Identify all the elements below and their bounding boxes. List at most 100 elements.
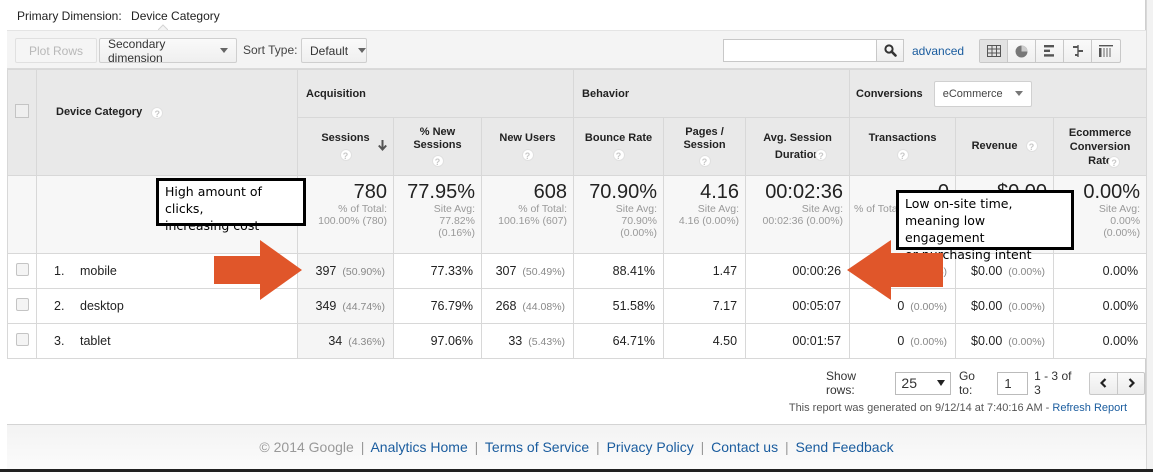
revenue-header-label: Revenue xyxy=(971,140,1018,152)
new-users-cell: 268 (44.08%) xyxy=(480,288,575,324)
separator: | xyxy=(700,439,705,455)
column-header-row: Sessions ? % New Sessions ? New Users ? … xyxy=(8,117,1148,176)
sort-type-value: Default xyxy=(310,43,349,58)
help-icon[interactable]: ? xyxy=(151,106,164,119)
row-checkbox[interactable] xyxy=(15,333,29,346)
page-range: 1 - 3 of 3 xyxy=(1034,369,1072,397)
row-checkbox[interactable] xyxy=(15,298,29,311)
chevron-down-icon xyxy=(220,48,228,53)
terms-of-service-link[interactable]: Terms of Service xyxy=(484,439,590,455)
new-users-header[interactable]: New Users ? xyxy=(480,117,575,176)
conversions-type-dropdown[interactable]: eCommerce xyxy=(933,80,1032,107)
pivot-view-button[interactable] xyxy=(1092,40,1120,62)
avg-session-duration-header[interactable]: Avg. Session Duration ? xyxy=(745,117,851,176)
device-category-header[interactable]: Device Category ? xyxy=(36,69,298,176)
primary-dimension-value[interactable]: Device Category xyxy=(131,9,220,23)
help-icon[interactable]: ? xyxy=(339,148,352,161)
behavior-group-header: Behavior xyxy=(573,69,851,118)
separator: | xyxy=(474,439,479,455)
transactions-value: 0 xyxy=(897,334,905,348)
ecommerce-conversion-rate-header[interactable]: Ecommerce Conversion Rate ? xyxy=(1053,117,1148,176)
table-row: 3. tablet 34 (4.36%) 97.06% 33 (5.43%) 64.7… xyxy=(7,323,1148,359)
refresh-report-link[interactable]: Refresh Report xyxy=(1052,402,1127,414)
privacy-policy-link[interactable]: Privacy Policy xyxy=(606,439,694,455)
sort-type-dropdown[interactable]: Default xyxy=(301,38,367,63)
help-icon[interactable]: ? xyxy=(698,154,711,167)
footer: © 2014 Google | Analytics Home | Terms o… xyxy=(7,424,1146,469)
sessions-pct: (44.74%) xyxy=(342,301,385,313)
sessions-header[interactable]: Sessions ? xyxy=(297,117,394,176)
revenue-header[interactable]: Revenue ? xyxy=(955,117,1055,176)
contact-us-link[interactable]: Contact us xyxy=(711,439,779,455)
pages-per-session-cell: 4.50 xyxy=(663,323,747,359)
totals-sub: (0.16%) xyxy=(438,227,475,239)
pie-view-button[interactable] xyxy=(1008,40,1036,62)
search-input[interactable] xyxy=(723,39,877,62)
secondary-dimension-dropdown[interactable]: Secondary dimension xyxy=(99,37,237,65)
chevron-down-icon xyxy=(1014,91,1023,96)
revenue-cell: $0.00 (0.00%) xyxy=(955,288,1055,324)
totals-bounce-rate: 70.90% Site Avg: 70.90% (0.00%) xyxy=(573,175,665,254)
totals-value: 70.90% xyxy=(589,181,658,203)
new-users-value: 33 xyxy=(508,334,523,348)
device-link[interactable]: mobile xyxy=(80,264,117,278)
row-checkbox-cell xyxy=(7,288,37,324)
plot-rows-button[interactable]: Plot Rows xyxy=(15,38,97,63)
help-icon[interactable]: ? xyxy=(896,148,909,161)
table-view-button[interactable] xyxy=(980,40,1008,62)
bounce-rate-header-label: Bounce Rate xyxy=(584,131,653,144)
help-icon[interactable]: ? xyxy=(431,154,444,167)
help-icon[interactable]: ? xyxy=(1025,140,1038,153)
device-link[interactable]: desktop xyxy=(80,299,124,313)
show-rows-select[interactable]: 25 xyxy=(895,371,951,395)
arrow-right-icon xyxy=(214,240,302,300)
row-index: 3. xyxy=(54,334,65,348)
help-icon[interactable]: ? xyxy=(612,148,625,161)
totals-checkbox-cell xyxy=(7,175,37,254)
conversions-type-value: eCommerce xyxy=(942,87,1003,100)
transactions-header[interactable]: Transactions ? xyxy=(849,117,957,176)
totals-value: 608 xyxy=(533,181,568,203)
help-icon[interactable]: ? xyxy=(521,148,534,161)
send-feedback-link[interactable]: Send Feedback xyxy=(795,439,894,455)
plot-rows-label: Plot Rows xyxy=(28,43,84,58)
goto-label: Go to: xyxy=(958,369,975,397)
ecommerce-conversion-rate-header-label: Ecommerce Conversion Rate xyxy=(1068,126,1132,167)
row-checkbox[interactable] xyxy=(15,263,29,276)
row-checkbox-cell xyxy=(7,253,37,289)
transactions-header-label: Transactions xyxy=(868,131,937,144)
select-all-checkbox[interactable] xyxy=(15,104,29,118)
help-icon[interactable]: ? xyxy=(1108,156,1121,168)
help-icon[interactable]: ? xyxy=(815,149,828,161)
advanced-search-link[interactable]: advanced xyxy=(912,44,965,58)
totals-new-users: 608% of Total: 100.16% (607) xyxy=(480,175,575,254)
next-page-button[interactable] xyxy=(1117,372,1144,394)
device-link[interactable]: tablet xyxy=(80,334,111,348)
sessions-cell: 34 (4.36%) xyxy=(297,323,394,359)
caret-up-icon xyxy=(158,24,168,30)
totals-sub: 0.00% xyxy=(1110,215,1141,227)
annotation-line: meaning low engagement xyxy=(905,213,986,245)
pct-new-sessions-header[interactable]: % New Sessions ? xyxy=(393,117,482,176)
pages-per-session-header-label: Pages / Session xyxy=(683,125,726,151)
revenue-value: $0.00 xyxy=(971,334,1003,348)
separator: | xyxy=(360,439,365,455)
bar-chart-icon xyxy=(1043,45,1054,57)
bounce-rate-header[interactable]: Bounce Rate ? xyxy=(573,117,665,176)
avg-session-duration-cell: 00:05:07 xyxy=(745,288,851,324)
sessions-value: 397 xyxy=(315,264,337,278)
annotation-line: High amount of clicks, xyxy=(165,184,262,216)
primary-dimension-label: Primary Dimension: xyxy=(17,9,122,23)
analytics-home-link[interactable]: Analytics Home xyxy=(370,439,468,455)
copyright: © 2014 Google xyxy=(259,439,354,455)
comparison-view-button[interactable] xyxy=(1064,40,1092,62)
pct-new-sessions-header-label: % New Sessions xyxy=(413,125,462,151)
bar-view-button[interactable] xyxy=(1036,40,1064,62)
group-header-row: Device Category ? Acquisition Behavior C… xyxy=(7,69,1148,176)
pct-new-sessions-cell: 76.79% xyxy=(393,288,482,324)
goto-page-input[interactable]: 1 xyxy=(997,371,1029,395)
pages-per-session-header[interactable]: Pages / Session ? xyxy=(663,117,747,176)
search-button[interactable] xyxy=(877,39,904,62)
ecommerce-conversion-rate-cell: 0.00% xyxy=(1053,288,1148,324)
prev-page-button[interactable] xyxy=(1090,373,1117,394)
